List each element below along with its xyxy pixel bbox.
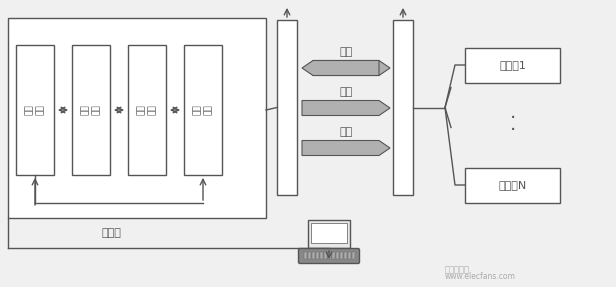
Text: 应答器N: 应答器N bbox=[498, 180, 527, 190]
Text: 时序: 时序 bbox=[339, 88, 352, 98]
FancyArrow shape bbox=[302, 61, 379, 75]
Text: 耦合
模块: 耦合 模块 bbox=[193, 105, 213, 115]
Text: 应答器1: 应答器1 bbox=[499, 60, 526, 70]
Bar bbox=[465, 168, 560, 203]
Bar bbox=[311, 223, 347, 243]
FancyArrow shape bbox=[302, 100, 390, 115]
Text: 接口
单元: 接口 单元 bbox=[25, 105, 45, 115]
Bar bbox=[16, 45, 54, 175]
Text: ·: · bbox=[509, 110, 516, 129]
Bar bbox=[328, 252, 331, 259]
Text: 数据: 数据 bbox=[339, 48, 352, 57]
Bar bbox=[308, 220, 350, 248]
FancyArrow shape bbox=[313, 61, 390, 75]
Bar bbox=[393, 20, 413, 195]
Bar bbox=[332, 252, 334, 259]
Bar bbox=[72, 45, 110, 175]
Bar bbox=[184, 45, 222, 175]
Bar bbox=[324, 252, 326, 259]
Text: ·: · bbox=[509, 121, 516, 141]
Text: 控制
模块: 控制 模块 bbox=[81, 105, 100, 115]
Bar bbox=[308, 252, 310, 259]
Text: 电子发烧友: 电子发烧友 bbox=[445, 265, 470, 274]
FancyArrow shape bbox=[302, 141, 390, 156]
Text: 收发
模块: 收发 模块 bbox=[137, 105, 156, 115]
Text: www.elecfans.com: www.elecfans.com bbox=[445, 272, 516, 281]
Bar bbox=[336, 252, 339, 259]
Bar bbox=[348, 252, 351, 259]
Bar bbox=[344, 252, 346, 259]
Bar bbox=[340, 252, 342, 259]
Text: 阅读器: 阅读器 bbox=[101, 228, 121, 238]
Bar bbox=[304, 252, 307, 259]
Bar bbox=[128, 45, 166, 175]
Bar bbox=[8, 18, 266, 218]
Bar bbox=[320, 252, 323, 259]
Text: 能量: 能量 bbox=[339, 127, 352, 137]
FancyBboxPatch shape bbox=[299, 249, 360, 263]
Bar bbox=[277, 20, 297, 195]
Bar bbox=[316, 252, 318, 259]
Bar bbox=[312, 252, 315, 259]
Bar bbox=[465, 48, 560, 82]
Bar bbox=[352, 252, 354, 259]
